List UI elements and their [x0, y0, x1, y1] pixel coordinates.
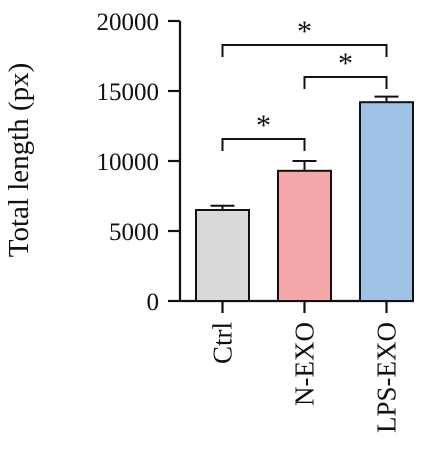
significance-bracket: [221, 138, 306, 151]
significance-bracket: [221, 44, 388, 57]
x-category-label: LPS-EXO: [372, 322, 402, 433]
significance-label: *: [297, 15, 312, 48]
bar-lps-exo: [359, 101, 414, 302]
bars-layer: [195, 95, 414, 302]
y-tick-label: 20000: [97, 9, 160, 36]
significance-bracket: [303, 76, 388, 89]
x-category-label: N-EXO: [290, 322, 320, 406]
y-tick-label: 5000: [109, 219, 159, 246]
y-tick-label: 10000: [97, 149, 160, 176]
axes-layer: 0 5000 10000 15000 20000 Ctrl N-EXO LPS-EXO: [97, 9, 414, 433]
y-tick-label: 0: [147, 289, 160, 316]
y-axis-title: Total length (px): [3, 63, 35, 257]
significance-label: *: [256, 109, 271, 142]
bar-ctrl: [195, 209, 250, 302]
y-tick-label: 15000: [97, 79, 160, 106]
bar-n-exo: [277, 169, 332, 302]
significance-layer: * * *: [221, 15, 388, 151]
x-category-label: Ctrl: [208, 322, 238, 364]
significance-label: *: [338, 47, 353, 80]
